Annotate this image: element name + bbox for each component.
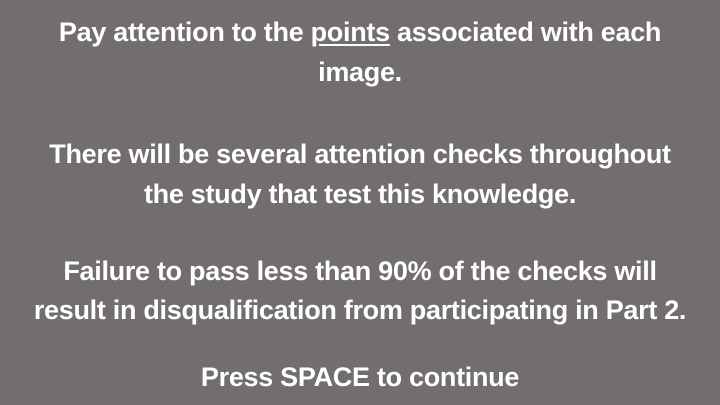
instruction-line-5: Failure to pass less than 90% of the che… (63, 256, 657, 286)
points-emphasis: points (310, 17, 390, 47)
instruction-line-2: image. (318, 57, 402, 87)
instruction-text: associated with each (389, 17, 662, 47)
instruction-line-4: the study that test this knowledge. (143, 179, 577, 209)
continue-prompt: Press SPACE to continue (200, 362, 520, 392)
instruction-text: Pay attention to the (58, 17, 311, 47)
instruction-line-1: Pay attention to the points associated w… (0, 16, 720, 48)
instruction-line-3: There will be several attention checks t… (49, 139, 671, 169)
instruction-line-6: result in disqualification from particip… (33, 295, 687, 325)
